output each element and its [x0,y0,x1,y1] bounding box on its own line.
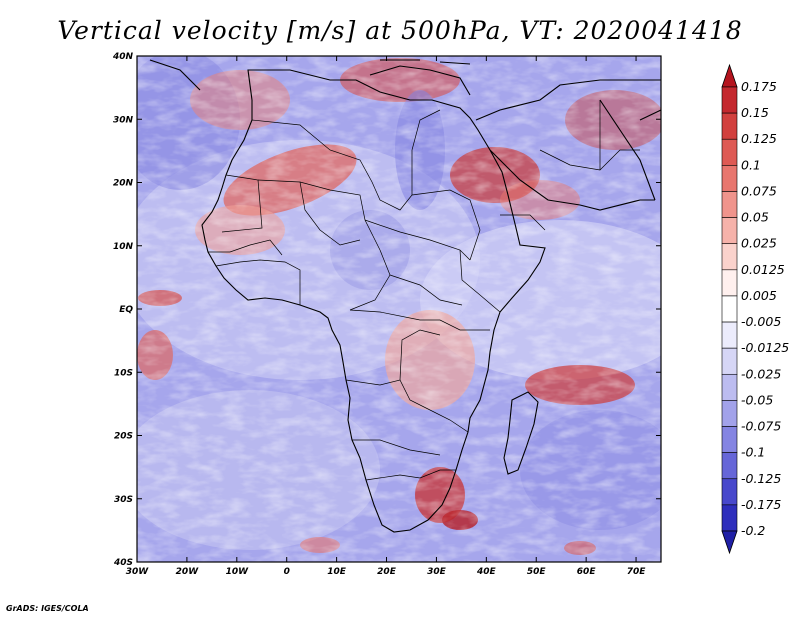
colorbar-swatch [721,217,738,245]
colorbar-top-arrow [721,63,738,88]
credit-text: GrADS: IGES/COLA [6,604,89,613]
colorbar-swatch [721,191,738,218]
colorbar-swatch [721,243,738,271]
colorbar-label: 0.0125 [741,262,785,277]
lat-tick-label: 10N [113,242,134,252]
colorbar-swatch [721,347,738,375]
lat-tick-label: 40S [113,558,133,568]
lat-tick-label: 20S [114,432,133,442]
lon-tick-label: 40E [476,567,497,577]
colorbar-label: 0.05 [741,210,769,225]
colorbar-swatch [721,426,738,453]
colorbar-label: 0.005 [741,288,777,303]
country-borders [208,100,640,481]
colorbar-swatch [721,400,738,427]
colorbar-swatch [721,452,738,480]
colorbar-label: -0.0125 [741,340,789,355]
lon-tick-label: 30W [126,567,150,577]
colorbar-swatch [721,269,738,297]
lon-tick-label: 20E [377,567,397,577]
lat-tick-label: 40N [112,52,134,62]
colorbar-swatch [721,504,738,532]
lon-tick-label: 20W [176,567,200,577]
colorbar-label: -0.175 [741,497,781,512]
colorbar-label: -0.025 [741,366,781,381]
colorbar-swatch [721,295,738,323]
colorbar-label: -0.005 [741,314,781,329]
colorbar-label: -0.2 [741,523,765,538]
lon-tick-label: 70E [627,567,647,577]
colorbar-swatch [721,138,738,166]
lon-tick-label: 0 [284,567,290,577]
lon-tick-label: 10W [226,567,250,577]
lat-tick-label: 30S [114,495,133,505]
colorbar-label: 0.175 [741,79,777,94]
colorbar: 0.175 0.15 0.125 0.1 0.075 0.05 0.025 0.0125 0.0… [721,63,789,555]
latitude-axis: 40N 30N 20N 10N EQ 10S 20S 30S 40S [112,52,661,568]
colorbar-label: 0.15 [741,105,769,120]
colorbar-bottom-arrow [721,530,738,555]
lon-tick-label: 10E [327,567,347,577]
longitude-axis: 30W 20W 10W 0 10E 20E 30E 40E 50E 60E 70E [126,56,646,577]
colorbar-swatch [721,112,738,140]
colorbar-swatch [721,373,738,401]
colorbar-swatch [721,165,738,192]
colorbar-swatch [721,478,738,506]
colorbar-swatch [721,321,738,349]
colorbar-label: 0.025 [741,236,777,251]
colorbar-label: 0.1 [741,157,761,172]
lat-tick-label: 10S [114,368,133,378]
colorbar-label: -0.1 [741,445,765,460]
colorbar-label: -0.125 [741,471,781,486]
coastline [149,59,661,533]
colorbar-label: -0.075 [741,419,781,434]
lat-tick-label: 30N [113,115,134,125]
colorbar-label: 0.125 [741,131,777,146]
lon-tick-label: 30E [427,567,447,577]
lon-tick-label: 60E [577,567,597,577]
colorbar-label: -0.05 [741,392,773,407]
colorbar-swatch [721,86,738,114]
lat-tick-label: 20N [113,179,134,189]
colorbar-label: 0.075 [741,183,777,198]
lon-tick-label: 50E [527,567,547,577]
lat-tick-label: EQ [119,305,133,315]
velocity-field [137,56,661,562]
map-title: Vertical velocity [m/s] at 500hPa, VT: 2… [57,16,743,45]
